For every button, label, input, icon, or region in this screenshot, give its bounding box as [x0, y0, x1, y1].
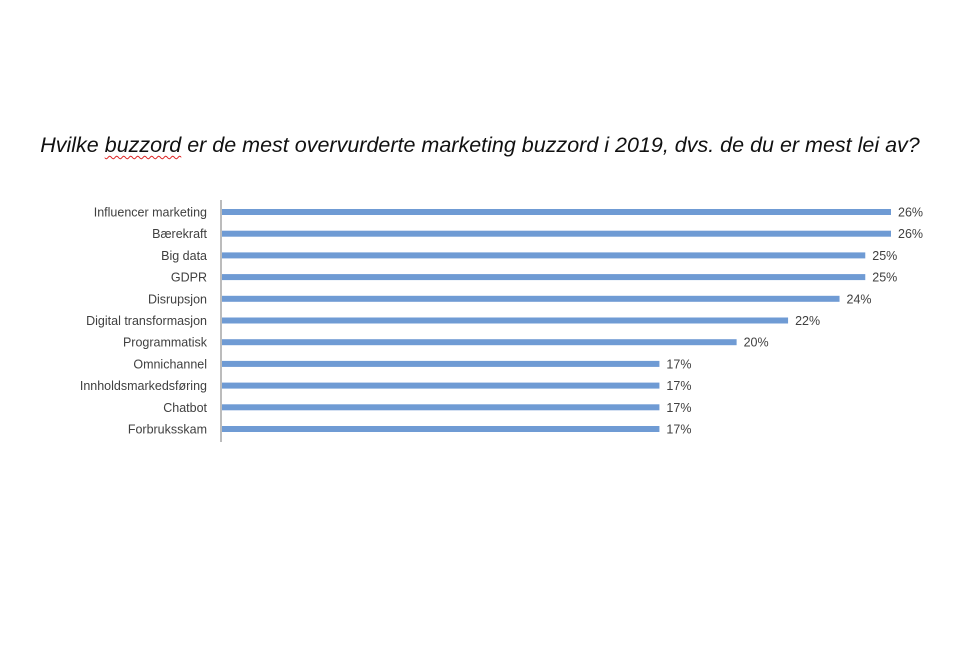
category-label: Chatbot	[163, 401, 207, 415]
title-part-misspelled: buzzord	[104, 133, 182, 157]
category-label: Disrupsjon	[148, 292, 207, 306]
bar	[222, 317, 789, 324]
data-label: 17%	[666, 357, 691, 371]
data-label: 26%	[898, 227, 923, 241]
category-label: Innholdsmarkedsføring	[80, 379, 207, 393]
data-label: 20%	[744, 336, 769, 350]
data-label: 17%	[666, 423, 691, 437]
bar	[222, 339, 737, 346]
category-label: GDPR	[171, 271, 207, 285]
data-label: 17%	[666, 401, 691, 415]
bar	[222, 230, 891, 237]
category-label: Omnichannel	[133, 357, 207, 371]
category-label: Digital transformasjon	[86, 314, 207, 328]
category-label: Influencer marketing	[94, 206, 207, 220]
bar	[222, 426, 660, 432]
bar	[222, 252, 866, 259]
bar	[222, 360, 660, 367]
data-label: 24%	[847, 292, 872, 306]
title-part: Hvilke	[40, 133, 105, 157]
bar	[222, 382, 660, 389]
title-part: er de mest overvurderte marketing buzzor…	[181, 133, 920, 157]
data-label: 25%	[872, 271, 897, 285]
data-label: 26%	[898, 206, 923, 220]
category-label: Forbruksskam	[128, 423, 207, 437]
category-label: Bærekraft	[152, 227, 207, 241]
data-label: 17%	[666, 379, 691, 393]
bar	[222, 209, 891, 215]
bar	[222, 404, 660, 411]
bar	[222, 274, 866, 281]
bar	[222, 295, 840, 302]
data-label: 25%	[872, 249, 897, 263]
category-label: Programmatisk	[123, 336, 208, 350]
category-label: Big data	[161, 249, 207, 263]
data-label: 22%	[795, 314, 820, 328]
chart-title: Hvilke buzzord er de mest overvurderte m…	[0, 133, 960, 158]
